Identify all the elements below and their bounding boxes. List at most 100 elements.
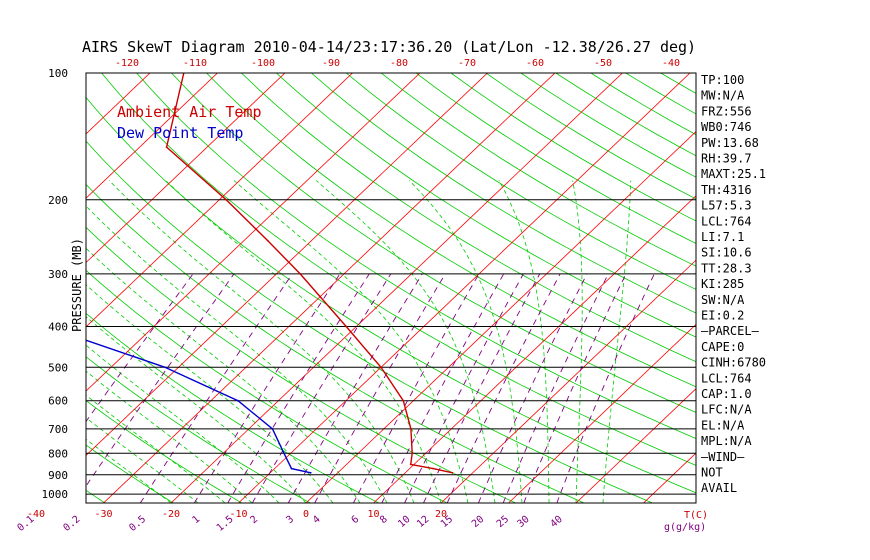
moist-adiabat-line xyxy=(498,180,550,503)
profile-point xyxy=(380,366,382,369)
isotherm-line xyxy=(642,452,696,503)
moist-adiabat-line xyxy=(86,344,280,503)
pressure-tick-label: 800 xyxy=(48,447,68,460)
pressure-tick-label: 100 xyxy=(48,67,68,80)
profile-point xyxy=(225,198,228,201)
bottom-temperature-tick-label: -20 xyxy=(162,509,180,520)
mixing-ratio-line xyxy=(477,273,588,503)
mixing-ratio-tick-label: 3 xyxy=(285,514,297,526)
stability-index-item: L57:5.3 xyxy=(701,199,752,213)
dry-adiabat-line xyxy=(206,73,696,388)
mixing-ratio-line xyxy=(287,273,423,503)
top-temperature-tick-label: -40 xyxy=(662,58,680,69)
stability-index-item: LI:7.1 xyxy=(701,230,744,244)
mixing-ratio-line xyxy=(404,273,524,503)
moist-adiabat-line xyxy=(86,316,307,503)
profile-point xyxy=(290,467,293,470)
mixing-ratio-unit-label: g(g/kg) xyxy=(664,522,706,533)
mixing-ratio-tick-label: 0.2 xyxy=(62,514,83,534)
dry-adiabat-line xyxy=(311,73,696,314)
dry-adiabat-line xyxy=(835,73,870,512)
stability-index-item: TH:4316 xyxy=(701,183,752,197)
stability-index-item: MAXT:25.1 xyxy=(701,167,766,181)
pressure-tick-label: 300 xyxy=(48,268,68,281)
profile-point xyxy=(7,72,9,74)
stability-index-item: FRZ:556 xyxy=(701,104,752,118)
stability-index-item: EI:0.2 xyxy=(701,309,744,323)
isotherm-line xyxy=(170,73,624,503)
stability-index-item: RH:39.7 xyxy=(701,152,752,166)
legend-ambient-air-temp: Ambient Air Temp xyxy=(117,103,262,121)
stability-index-item: —WIND— xyxy=(701,450,745,464)
stability-index-item: WB0:746 xyxy=(701,120,752,134)
isotherm-line xyxy=(86,73,421,392)
pressure-tick-label: 400 xyxy=(48,321,68,334)
legend-dew-point-temp: Dew Point Temp xyxy=(117,124,243,142)
top-temperature-tick-label: -110 xyxy=(183,58,207,69)
profile-point xyxy=(266,239,269,242)
profile-point xyxy=(309,471,312,474)
pressure-tick-label: 1000 xyxy=(42,488,69,501)
mixing-ratio-tick-label: 20 xyxy=(470,514,486,530)
dry-adiabat-line xyxy=(450,73,696,222)
mixing-ratio-tick-label: 8 xyxy=(378,514,390,526)
isotherm-line xyxy=(575,388,696,503)
top-temperature-tick-label: -70 xyxy=(458,58,476,69)
x-axis-unit-label: T(C) xyxy=(684,510,708,521)
dry-adiabat-line xyxy=(345,73,696,290)
mixing-ratio-line xyxy=(193,273,341,503)
profile-point xyxy=(164,366,166,369)
stability-index-item: KI:285 xyxy=(701,277,744,291)
mixing-ratio-line xyxy=(381,273,505,503)
dry-adiabat-line xyxy=(86,444,175,503)
dry-adiabat-line xyxy=(800,73,870,512)
moist-adiabat-line xyxy=(86,417,199,503)
stability-index-item: CAP:1.0 xyxy=(701,387,752,401)
dry-adiabat-line xyxy=(415,73,696,244)
mixing-ratio-tick-label: 10 xyxy=(396,514,412,530)
mixing-ratio-line xyxy=(251,273,392,503)
moist-adiabat-line xyxy=(408,180,523,503)
isotherm-line xyxy=(86,73,489,456)
dry-adiabat-line xyxy=(86,183,586,503)
chart-title: AIRS SkewT Diagram 2010-04-14/23:17:36.2… xyxy=(82,38,696,56)
mixing-ratio-line xyxy=(523,273,627,503)
stability-index-item: MW:N/A xyxy=(701,89,745,103)
profile-point xyxy=(402,399,405,402)
moist-adiabat-line xyxy=(86,205,388,503)
mixing-ratio-tick-label: 40 xyxy=(549,514,565,530)
isotherm-line xyxy=(86,73,286,264)
profile-point xyxy=(64,240,66,242)
bottom-temperature-tick-label: -40 xyxy=(27,509,45,520)
dry-adiabat-line xyxy=(171,73,696,413)
moist-adiabat-line xyxy=(86,394,226,503)
mixing-ratio-tick-label: 1 xyxy=(191,514,203,526)
profile-point xyxy=(237,399,239,402)
profile-point xyxy=(36,199,38,201)
series-layer xyxy=(7,72,454,474)
bottom-temperature-tick-label: -10 xyxy=(229,509,247,520)
top-temperature-tick-label: -80 xyxy=(390,58,408,69)
top-temperature-tick-label: -50 xyxy=(594,58,612,69)
mixing-ratio-tick-label: 25 xyxy=(495,514,511,530)
dry-adiabat-line xyxy=(485,73,696,200)
isotherm-line xyxy=(0,64,25,512)
moist-adiabat-line xyxy=(165,180,442,503)
dry-adiabat-line xyxy=(0,73,49,512)
top-temperature-tick-label: -90 xyxy=(322,58,340,69)
profile-point xyxy=(409,463,412,466)
pressure-tick-label: 900 xyxy=(48,469,68,482)
stability-index-item: —PARCEL— xyxy=(701,324,760,338)
stability-index-item: LCL:764 xyxy=(701,214,752,228)
dewpoint-profile-line xyxy=(86,339,311,474)
bottom-temperature-tick-label: 20 xyxy=(435,509,447,520)
moist-adiabat-line xyxy=(86,438,172,503)
mixing-ratio-line xyxy=(86,273,194,423)
profile-point xyxy=(283,452,285,455)
plot-frame xyxy=(85,72,697,504)
moist-adiabat-line xyxy=(108,180,415,503)
profile-point xyxy=(165,146,168,149)
isotherm-line xyxy=(237,73,691,503)
